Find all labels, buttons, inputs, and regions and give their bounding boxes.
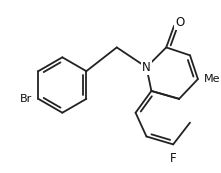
Text: F: F: [170, 152, 177, 165]
Text: O: O: [175, 16, 185, 29]
Text: Me: Me: [204, 74, 220, 84]
Text: N: N: [142, 61, 151, 74]
Text: Br: Br: [20, 94, 32, 104]
